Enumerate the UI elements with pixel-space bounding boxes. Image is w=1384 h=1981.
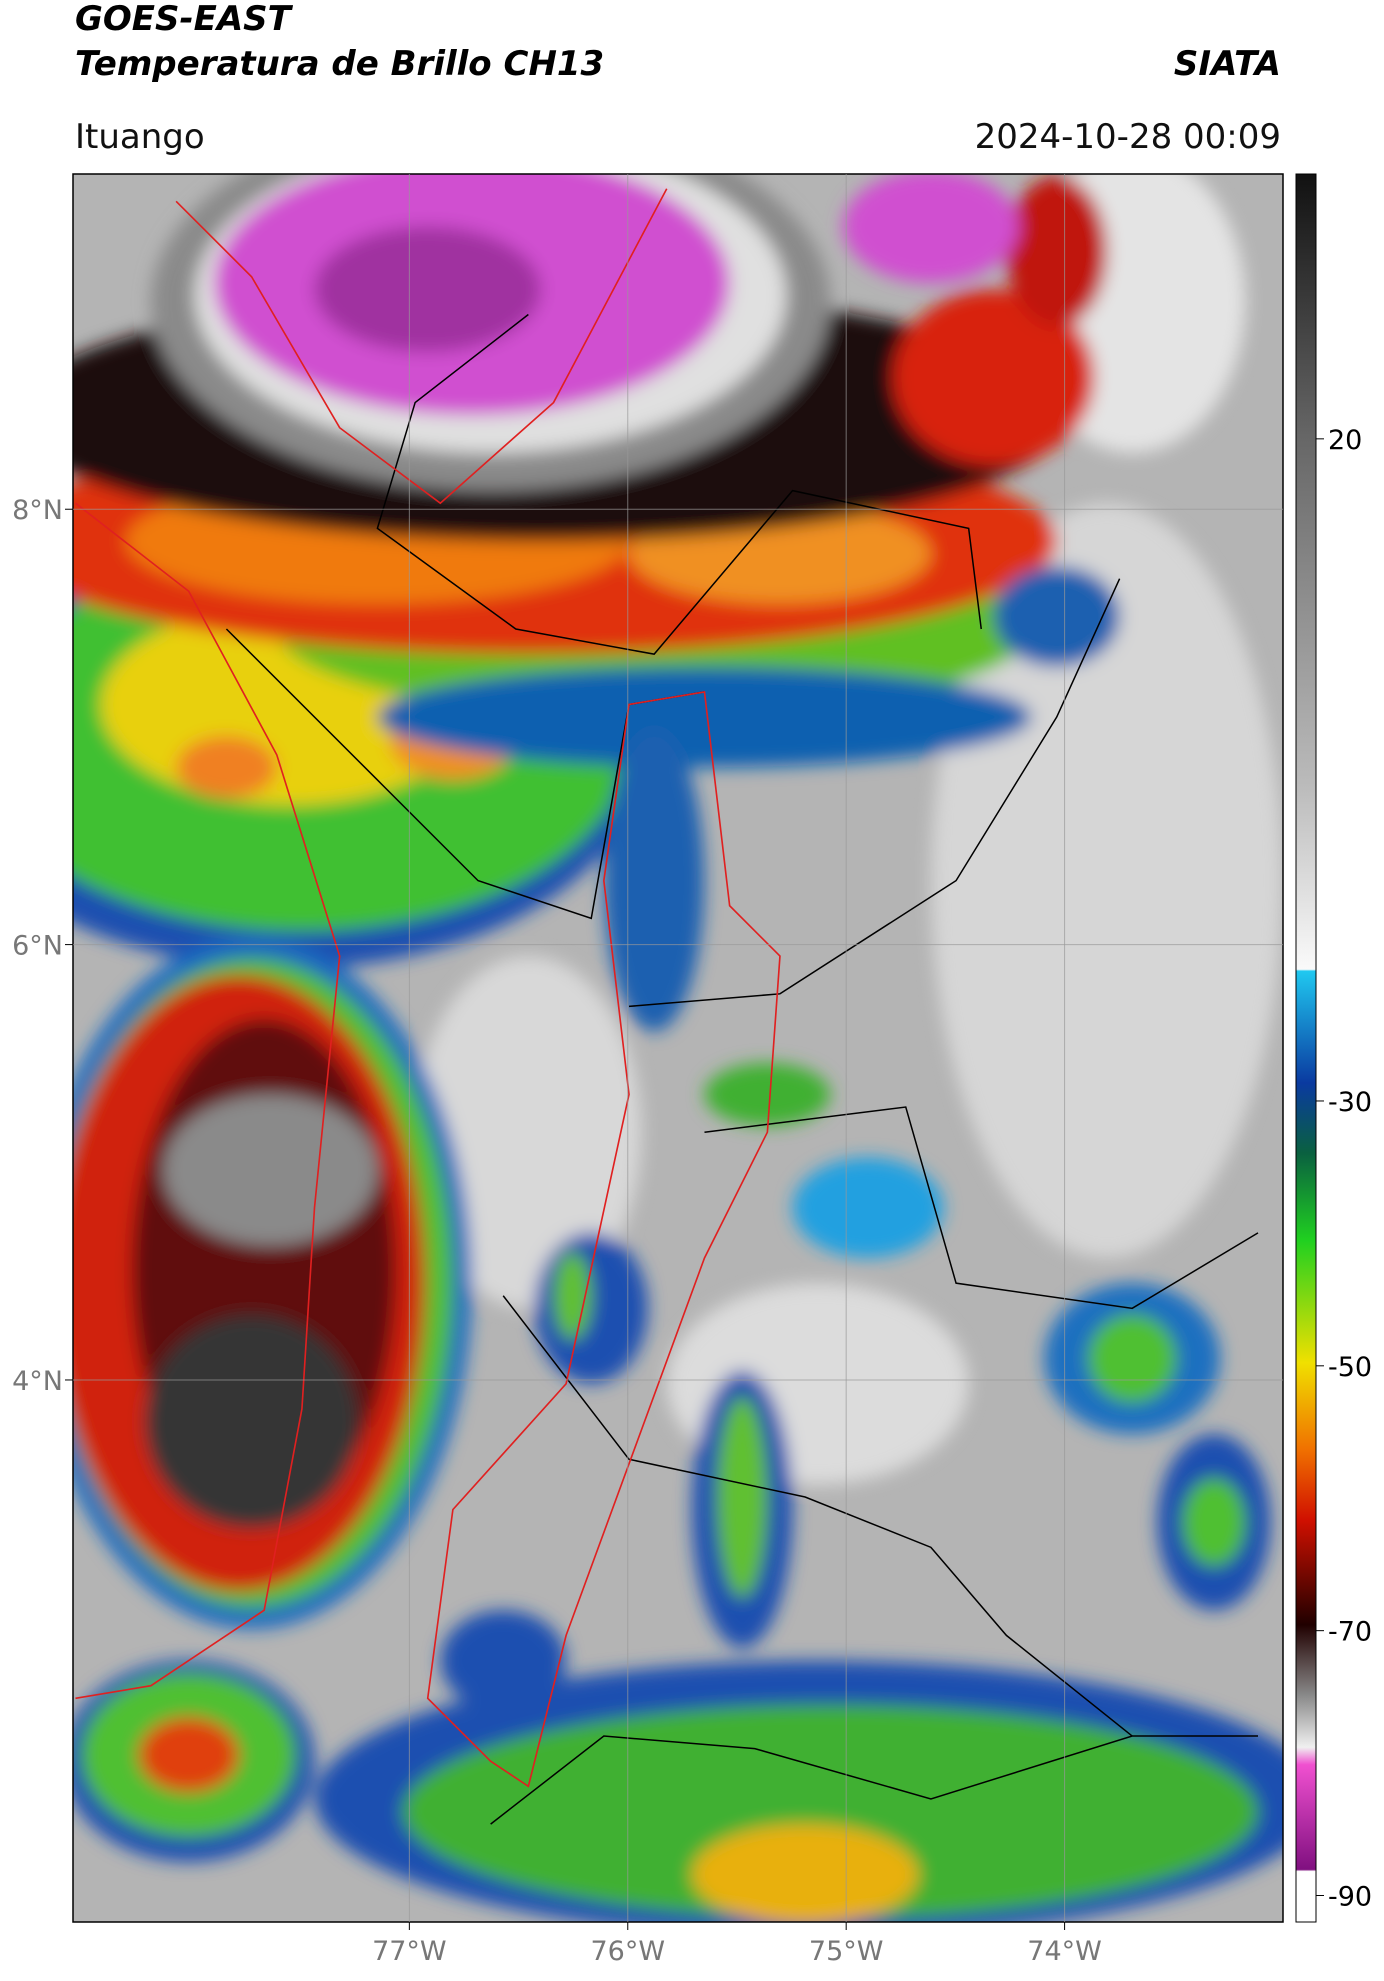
lon-tick-label: 74°W bbox=[1027, 1936, 1102, 1967]
brand: SIATA bbox=[1174, 44, 1281, 84]
lat-tick-label: 6°N bbox=[12, 931, 63, 962]
colorbar-tick-label: -50 bbox=[1328, 1352, 1372, 1383]
colorbar-tick-label: 20 bbox=[1328, 425, 1362, 456]
colorbar bbox=[1295, 173, 1317, 1923]
lon-tick-label: 76°W bbox=[590, 1936, 665, 1967]
title: GOES-EAST bbox=[75, 0, 294, 39]
lon-tick-label: 75°W bbox=[809, 1936, 884, 1967]
map-frame bbox=[72, 173, 1284, 1923]
colorbar-tick-label: -90 bbox=[1328, 1882, 1372, 1913]
subtitle: Temperatura de Brillo CH13 bbox=[75, 44, 604, 84]
lon-tick-label: 77°W bbox=[372, 1936, 447, 1967]
colorbar-tick-label: -30 bbox=[1328, 1087, 1372, 1118]
lat-tick-label: 4°N bbox=[12, 1366, 63, 1397]
colorbar-tick-label: -70 bbox=[1328, 1617, 1372, 1648]
location: Ituango bbox=[75, 117, 205, 157]
satellite-image bbox=[72, 173, 1284, 1923]
datetime: 2024-10-28 00:09 bbox=[975, 117, 1281, 157]
lat-tick-label: 8°N bbox=[12, 495, 63, 526]
